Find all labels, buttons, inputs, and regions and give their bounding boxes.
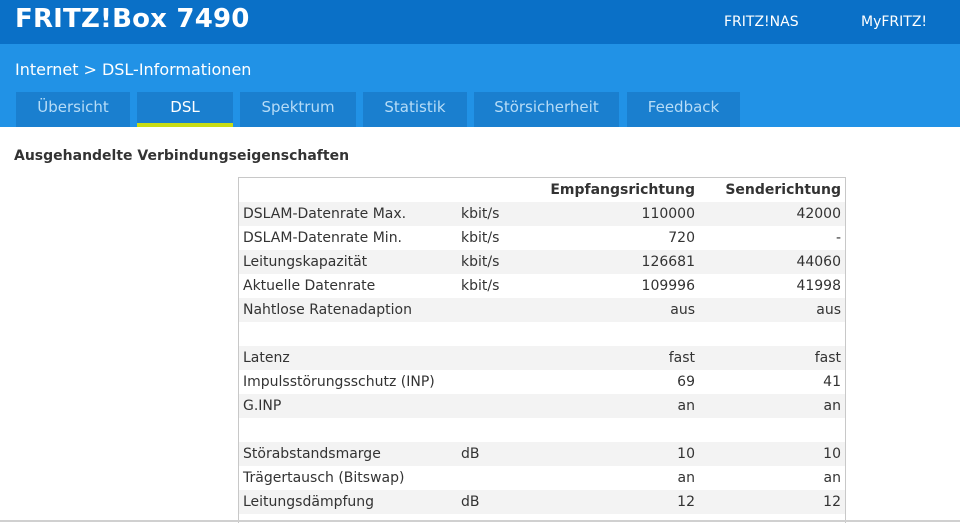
row-unit bbox=[457, 370, 539, 394]
navigation-bar: Internet > DSL-Informationen Übersicht DSL… bbox=[0, 44, 960, 127]
row-upstream-value: 44060 bbox=[796, 254, 841, 270]
myfritz-link[interactable]: MyFRITZ! bbox=[861, 14, 928, 30]
table-row: Aktuelle Datenrate kbit/s 109996 41998 bbox=[239, 274, 845, 298]
row-label: DSLAM-Datenrate Min. bbox=[243, 230, 403, 246]
table-body: DSLAM-Datenrate Max. kbit/s 110000 42000 DSL… bbox=[239, 202, 845, 514]
table-row: Leitungsdämpfung dB 12 12 bbox=[239, 490, 845, 514]
row-unit bbox=[457, 418, 539, 442]
row-label: DSLAM-Datenrate Max. bbox=[243, 206, 407, 222]
row-label: Nahtlose Ratenadaption bbox=[243, 302, 412, 318]
table-row bbox=[239, 322, 845, 346]
table-header-row: Empfangsrichtung Senderichtung bbox=[239, 178, 845, 202]
table-row: Nahtlose Ratenadaption aus aus bbox=[239, 298, 845, 322]
row-downstream-value: fast bbox=[668, 350, 695, 366]
breadcrumb: Internet > DSL-Informationen bbox=[15, 60, 251, 79]
row-downstream-value: 69 bbox=[677, 374, 695, 390]
row-unit bbox=[457, 394, 539, 418]
row-unit bbox=[457, 322, 539, 346]
row-label: G.INP bbox=[243, 398, 282, 414]
table-row: Impulsstörungsschutz (INP) 69 41 bbox=[239, 370, 845, 394]
row-unit: kbit/s bbox=[461, 254, 500, 270]
tab-feedback[interactable]: Feedback bbox=[627, 92, 740, 127]
row-upstream-value: 41 bbox=[823, 374, 841, 390]
table-row: Leitungskapazität kbit/s 126681 44060 bbox=[239, 250, 845, 274]
row-downstream-value: 10 bbox=[677, 446, 695, 462]
tab-stoersicherheit[interactable]: Störsicherheit bbox=[474, 92, 619, 127]
table-row: G.INP an an bbox=[239, 394, 845, 418]
table-row: DSLAM-Datenrate Max. kbit/s 110000 42000 bbox=[239, 202, 845, 226]
row-unit: dB bbox=[461, 446, 480, 462]
row-downstream-value: aus bbox=[670, 302, 695, 318]
row-unit bbox=[457, 346, 539, 370]
top-bar: FRITZ!Box 7490 FRITZ!NAS MyFRITZ! bbox=[0, 0, 960, 44]
tab-statistik[interactable]: Statistik bbox=[363, 92, 467, 127]
table-row: DSLAM-Datenrate Min. kbit/s 720 - bbox=[239, 226, 845, 250]
header-upstream: Senderichtung bbox=[725, 182, 841, 198]
breadcrumb-current: DSL-Informationen bbox=[101, 60, 252, 79]
brand-title: FRITZ!Box 7490 bbox=[15, 4, 250, 34]
row-downstream-value: an bbox=[677, 398, 695, 414]
connection-properties-table: Empfangsrichtung Senderichtung DSLAM-Dat… bbox=[238, 177, 846, 523]
table-row: Störabstandsmarge dB 10 10 bbox=[239, 442, 845, 466]
row-upstream-value bbox=[699, 322, 845, 346]
section-title: Ausgehandelte Verbindungseigenschaften bbox=[14, 148, 350, 164]
tab-dsl[interactable]: DSL bbox=[137, 92, 233, 127]
row-upstream-value: 12 bbox=[823, 494, 841, 510]
row-label: Leitungskapazität bbox=[243, 254, 368, 270]
row-upstream-value: an bbox=[823, 470, 841, 486]
row-label bbox=[239, 322, 457, 346]
row-upstream-value: aus bbox=[816, 302, 841, 318]
row-unit: kbit/s bbox=[461, 230, 500, 246]
breadcrumb-internet[interactable]: Internet bbox=[15, 60, 79, 79]
table-row: Latenz fast fast bbox=[239, 346, 845, 370]
row-unit: kbit/s bbox=[461, 278, 500, 294]
chevron-right-icon: > bbox=[83, 60, 97, 79]
row-downstream-value: an bbox=[677, 470, 695, 486]
row-unit: kbit/s bbox=[461, 206, 500, 222]
row-unit bbox=[457, 466, 539, 490]
tab-uebersicht[interactable]: Übersicht bbox=[16, 92, 130, 127]
row-label: Leitungsdämpfung bbox=[243, 494, 375, 510]
divider bbox=[0, 520, 960, 522]
row-upstream-value: - bbox=[835, 230, 841, 246]
row-label: Latenz bbox=[243, 350, 290, 366]
table-row bbox=[239, 418, 845, 442]
row-upstream-value bbox=[699, 418, 845, 442]
row-downstream-value: 110000 bbox=[641, 206, 695, 222]
row-downstream-value bbox=[539, 418, 699, 442]
row-downstream-value: 12 bbox=[677, 494, 695, 510]
header-downstream: Empfangsrichtung bbox=[550, 182, 695, 198]
row-downstream-value: 126681 bbox=[641, 254, 695, 270]
row-unit: dB bbox=[461, 494, 480, 510]
row-upstream-value: 10 bbox=[823, 446, 841, 462]
row-unit bbox=[457, 298, 539, 322]
table-row: Trägertausch (Bitswap) an an bbox=[239, 466, 845, 490]
tab-spektrum[interactable]: Spektrum bbox=[240, 92, 356, 127]
row-upstream-value: 42000 bbox=[796, 206, 841, 222]
row-downstream-value: 720 bbox=[668, 230, 695, 246]
row-label: Impulsstörungsschutz (INP) bbox=[243, 374, 435, 390]
row-downstream-value bbox=[539, 322, 699, 346]
row-label: Störabstandsmarge bbox=[243, 446, 381, 462]
row-upstream-value: 41998 bbox=[796, 278, 841, 294]
row-downstream-value: 109996 bbox=[641, 278, 695, 294]
row-label bbox=[239, 418, 457, 442]
row-label: Trägertausch (Bitswap) bbox=[243, 470, 405, 486]
header-name bbox=[239, 178, 457, 202]
header-unit bbox=[457, 178, 539, 202]
row-upstream-value: an bbox=[823, 398, 841, 414]
row-label: Aktuelle Datenrate bbox=[243, 278, 376, 294]
fritz-nas-link[interactable]: FRITZ!NAS bbox=[724, 14, 799, 30]
row-upstream-value: fast bbox=[814, 350, 841, 366]
